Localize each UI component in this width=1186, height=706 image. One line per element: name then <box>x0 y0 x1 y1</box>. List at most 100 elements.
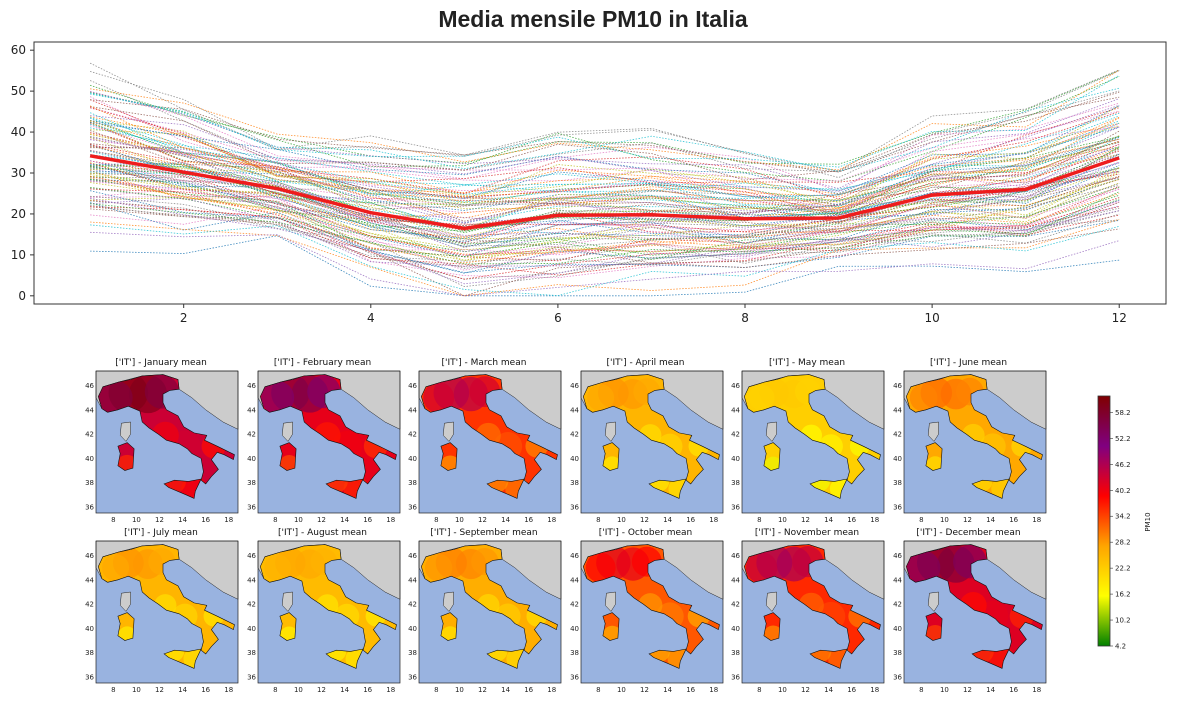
map-y-tick-label: 36 <box>731 673 740 681</box>
map-x-tick-label: 14 <box>178 516 187 524</box>
map-y-tick-label: 42 <box>893 431 902 439</box>
map-x-tick-label: 10 <box>778 686 787 694</box>
map-x-tick-label: 14 <box>340 686 349 694</box>
x-tick-label: 10 <box>924 311 939 325</box>
station-series-line <box>90 177 1120 253</box>
station-series-line <box>89 137 1120 219</box>
station-series-line <box>90 122 1120 199</box>
map-title: ['IT'] - June mean <box>929 358 1008 368</box>
map-x-tick-label: 10 <box>293 516 302 524</box>
coastline <box>486 478 525 499</box>
colorbar-tick-label: 46.2 <box>1115 461 1131 469</box>
map-x-tick-label: 16 <box>686 686 695 694</box>
colorbar-tick-label: 22.2 <box>1115 565 1131 573</box>
coastline <box>905 544 1043 655</box>
coastline <box>440 442 458 471</box>
map-x-tick-label: 18 <box>547 686 556 694</box>
station-series-line <box>90 146 1120 224</box>
map-x-tick-label: 18 <box>224 516 233 524</box>
x-tick-label: 12 <box>1112 311 1127 325</box>
map-y-tick-label: 40 <box>893 625 902 633</box>
map-y-tick-label: 42 <box>247 431 256 439</box>
map-frame <box>903 540 1046 684</box>
map-y-tick-label: 42 <box>247 601 256 609</box>
corsica-land <box>281 421 293 442</box>
map-y-tick-label: 42 <box>731 601 740 609</box>
map-y-tick-label: 40 <box>731 625 740 633</box>
month-map-panel: ['IT'] - June mean 8 10 12 14 16 18 36 38 40 42 44 4… <box>888 358 1050 528</box>
station-series-line <box>90 182 1120 258</box>
map-x-tick-label: 18 <box>709 516 718 524</box>
coastline <box>279 442 296 471</box>
map-y-tick-label: 46 <box>85 552 94 560</box>
corsica-land <box>927 421 939 442</box>
coastline <box>420 544 558 655</box>
station-series-line <box>90 145 1120 220</box>
coastline <box>743 374 881 485</box>
coastline <box>809 648 848 669</box>
map-x-tick-label: 16 <box>686 516 695 524</box>
map-y-tick-label: 44 <box>85 406 94 414</box>
map-y-tick-label: 44 <box>893 576 902 584</box>
y-tick-label: 60 <box>11 43 26 57</box>
pm10-hotspot <box>424 554 453 582</box>
map-title: ['IT'] - January mean <box>115 358 207 368</box>
station-series-line <box>90 195 1120 266</box>
map-y-tick-label: 46 <box>893 382 902 390</box>
station-series-line <box>90 134 1120 210</box>
map-x-tick-label: 8 <box>919 516 923 524</box>
month-map-panel: ['IT'] - January mean 8 10 12 14 16 18 36 38 40 42… <box>80 358 242 528</box>
map-x-tick-label: 8 <box>596 686 600 694</box>
map-frame <box>95 370 239 514</box>
month-map-panel: ['IT'] - November mean 8 10 12 14 16 18 36 38 40 4… <box>726 528 888 698</box>
map-x-tick-label: 18 <box>870 516 879 524</box>
map-y-tick-label: 42 <box>570 431 579 439</box>
map-y-tick-label: 44 <box>247 406 256 414</box>
station-series-line <box>90 91 1120 181</box>
coastline <box>117 612 135 641</box>
station-series-line <box>89 99 1120 200</box>
map-x-tick-label: 14 <box>663 686 672 694</box>
station-series-line <box>90 208 1120 297</box>
station-series-line <box>90 167 1120 240</box>
colorbar-ticks: 58.2 52.2 46.2 40.2 34.2 28.2 22.2 16.2 10.2 4.2 <box>1110 409 1131 651</box>
map-y-tick-label: 40 <box>731 455 740 463</box>
map-x-tick-label: 14 <box>501 686 510 694</box>
map-title: ['IT'] - July mean <box>124 528 198 538</box>
station-series-line <box>90 160 1120 237</box>
station-series-line <box>90 139 1120 223</box>
station-series-line <box>90 204 1120 269</box>
map-y-tick-label: 44 <box>408 576 417 584</box>
map-y-tick-label: 36 <box>570 673 579 681</box>
month-map-panel: ['IT'] - October mean 8 10 12 14 16 18 36 38 40 42… <box>565 528 727 698</box>
italy-pm10-map: 8 10 12 14 16 18 36 38 40 42 44 46 <box>731 540 885 694</box>
station-series-line <box>90 188 1120 256</box>
map-y-tick-label: 38 <box>85 479 94 487</box>
pm10-hotspot <box>423 382 455 414</box>
map-title: ['IT'] - December mean <box>916 528 1021 538</box>
coastline <box>905 374 1043 485</box>
station-series-line <box>90 188 1120 280</box>
y-tick-label: 50 <box>11 84 26 98</box>
coastline <box>97 374 235 485</box>
map-x-tick-label: 12 <box>317 516 326 524</box>
x-tick-label: 8 <box>741 311 749 325</box>
x-axis-ticks: 2 4 6 8 10 12 <box>180 304 1127 325</box>
pm10-hotspot <box>748 384 775 411</box>
map-y-tick-label: 38 <box>570 649 579 657</box>
coastline <box>743 544 881 655</box>
map-y-tick-label: 46 <box>731 552 740 560</box>
map-y-tick-label: 44 <box>731 576 740 584</box>
map-y-tick-label: 44 <box>570 406 579 414</box>
station-series-line <box>90 197 1120 267</box>
month-map-panel: ['IT'] - December mean 8 10 12 14 16 18 36 38 40 4… <box>888 528 1050 698</box>
station-series-line <box>90 112 1120 190</box>
map-x-tick-label: 10 <box>778 516 787 524</box>
station-series-line <box>90 69 1120 171</box>
italy-pm10-map: 8 10 12 14 16 18 36 38 40 42 44 46 <box>247 540 400 694</box>
coastline <box>259 544 397 655</box>
coastline <box>809 478 848 499</box>
map-y-tick-label: 36 <box>893 503 902 511</box>
map-title: ['IT'] - February mean <box>273 358 372 368</box>
italy-pm10-map: 8 10 12 14 16 18 36 38 40 42 44 46 <box>85 540 239 694</box>
